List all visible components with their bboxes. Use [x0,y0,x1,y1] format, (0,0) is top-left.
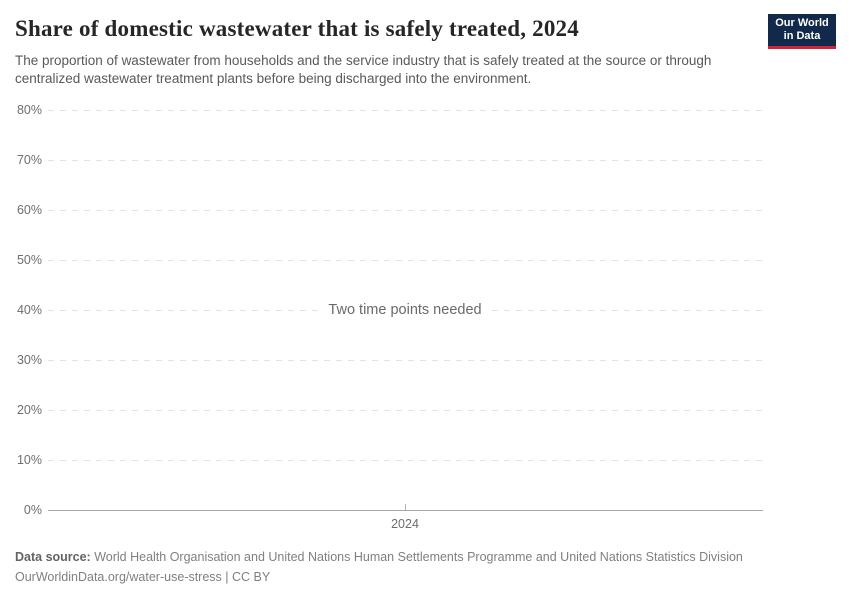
y-axis-tick-label: 30% [16,353,42,367]
owid-logo-line1: Our World [775,16,829,29]
y-gridline [48,210,763,211]
y-axis-tick-label: 60% [16,203,42,217]
footer-license-line: OurWorldinData.org/water-use-stress | CC… [15,570,271,584]
footer-source-label: Data source: [15,550,91,564]
chart-title: Share of domestic wastewater that is saf… [15,16,579,41]
y-axis-tick-label: 10% [16,453,42,467]
y-axis-tick-label: 40% [16,303,42,317]
x-axis-tick [405,504,406,510]
footer-source-line: Data source: World Health Organisation a… [15,547,835,567]
x-axis-tick-label: 2024 [391,517,419,531]
y-axis-tick-label: 80% [16,103,42,117]
y-gridline [48,160,763,161]
chart-footer: Data source: World Health Organisation a… [15,547,835,587]
footer-source-text: World Health Organisation and United Nat… [90,550,743,564]
y-axis-tick-label: 20% [16,403,42,417]
y-gridline [48,410,763,411]
owid-logo-line2: in Data [783,30,821,42]
y-axis-tick-label: 0% [23,503,42,517]
y-axis-tick-label: 70% [16,153,42,167]
y-gridline [48,110,763,111]
empty-chart-message: Two time points needed [320,300,490,320]
y-axis-tick-label: 50% [16,253,42,267]
owid-logo: Our World in Data [768,14,836,49]
chart-subtitle: The proportion of wastewater from househ… [15,53,712,86]
y-gridline [48,460,763,461]
y-gridline [48,360,763,361]
x-axis-line [48,510,763,511]
y-gridline [48,260,763,261]
